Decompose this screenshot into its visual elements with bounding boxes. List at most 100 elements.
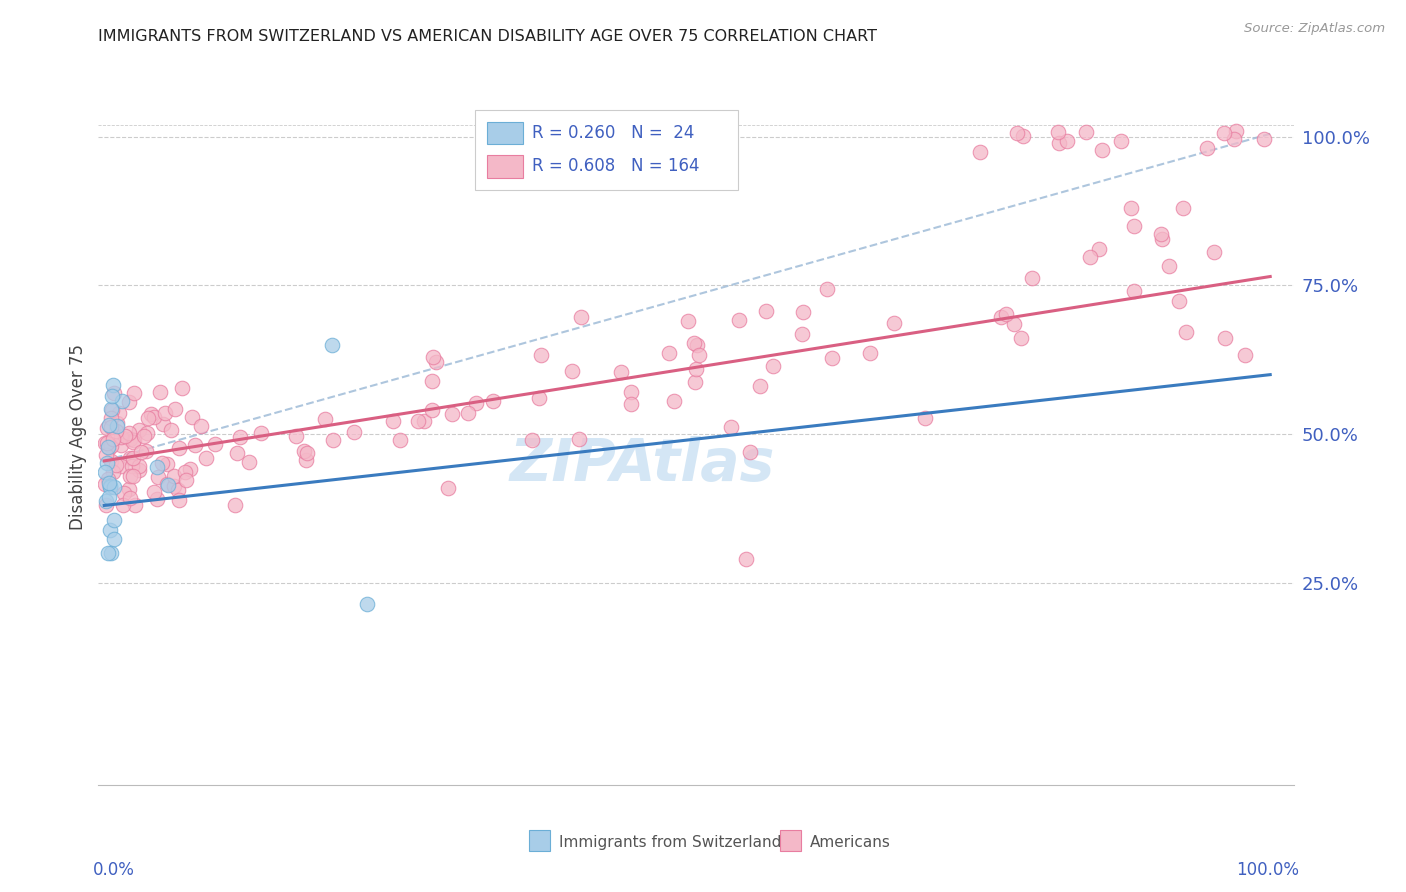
Point [100,454,122,468]
Point [1088,242,1111,256]
Point [1174,325,1197,339]
Point [134,429,156,443]
Point [356,597,378,611]
Point [146,469,169,483]
Point [610,365,633,379]
Point [225,446,247,460]
Point [1213,331,1236,345]
Text: Immigrants from Switzerland: Immigrants from Switzerland [558,835,780,849]
Point [1123,219,1146,233]
Point [141,408,163,422]
Point [420,374,443,388]
Point [163,469,186,483]
Point [969,145,991,159]
Point [1150,231,1173,245]
Point [1021,271,1043,285]
Point [792,305,814,319]
Point [755,303,778,318]
Point [1119,201,1142,215]
Point [122,433,145,447]
Point [100,410,122,425]
Point [413,414,436,428]
Point [105,424,128,438]
Point [118,395,141,409]
Point [97,472,120,486]
Point [149,384,172,399]
Point [1171,201,1194,215]
Point [97,546,120,560]
Point [100,420,122,434]
Point [322,433,344,447]
Point [1011,128,1033,143]
Point [97,441,120,455]
Point [204,437,226,451]
Point [98,480,121,494]
Point [118,468,141,483]
Point [128,463,150,477]
Bar [486,122,523,145]
Point [129,445,152,459]
Point [224,499,246,513]
Point [136,426,159,441]
Point [1056,134,1078,148]
Point [464,396,486,410]
Point [1109,134,1132,148]
Point [98,523,121,537]
Point [522,433,544,447]
Point [1197,141,1219,155]
Point [1123,285,1146,299]
Text: IMMIGRANTS FROM SWITZERLAND VS AMERICAN DISABILITY AGE OVER 75 CORRELATION CHART: IMMIGRANTS FROM SWITZERLAND VS AMERICAN … [98,29,877,44]
Point [103,532,125,546]
Point [94,436,117,450]
Point [122,450,145,465]
Point [156,477,179,491]
Point [821,351,844,365]
Point [172,381,194,395]
Point [96,456,118,470]
Point [238,455,260,469]
Point [176,473,198,487]
Point [143,485,166,500]
Point [685,375,707,389]
Point [136,410,159,425]
Point [228,430,250,444]
Point [1091,143,1114,157]
Point [314,412,336,426]
Point [569,310,592,325]
Point [1047,136,1070,150]
Point [1168,293,1191,308]
Point [103,480,125,494]
Point [120,491,142,505]
Bar [779,830,801,851]
Point [110,430,132,444]
Point [1076,125,1098,139]
Point [388,433,411,447]
Point [184,438,207,452]
Point [98,479,121,493]
Point [124,499,146,513]
Point [173,465,195,479]
Point [682,336,704,351]
Point [111,499,134,513]
Point [167,483,190,497]
Point [1234,348,1257,362]
FancyBboxPatch shape [475,110,738,190]
Point [122,468,145,483]
Point [1150,227,1173,242]
Point [128,424,150,438]
Point [1004,317,1026,331]
Point [1005,126,1028,140]
Point [100,546,122,560]
Point [124,385,146,400]
Point [181,410,204,425]
Point [112,485,135,500]
Point [420,403,443,417]
Point [100,402,122,417]
Point [249,425,271,440]
Point [1253,132,1275,146]
Point [740,444,762,458]
Point [105,419,128,434]
Point [103,385,125,400]
Point [568,432,591,446]
Point [990,310,1012,324]
